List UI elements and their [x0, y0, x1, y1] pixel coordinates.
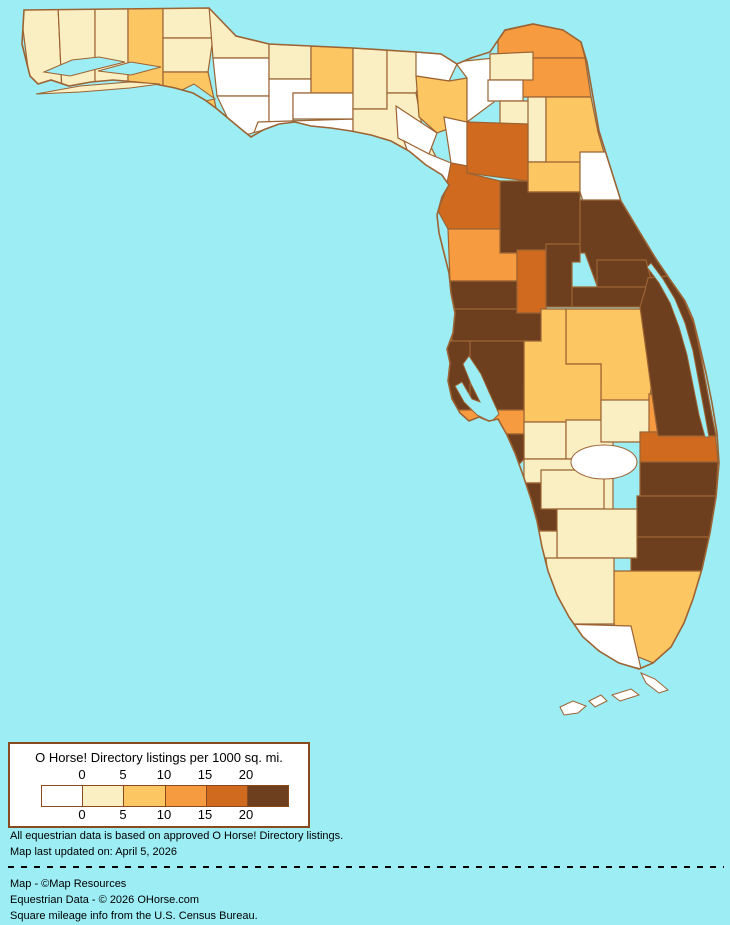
legend-tick: 15 [197, 767, 213, 782]
indian-river-lagoon [646, 262, 710, 438]
lake-okeechobee [570, 444, 638, 480]
legend-title: O Horse! Directory listings per 1000 sq.… [35, 750, 283, 765]
data-credit: Equestrian Data - © 2026 OHorse.com [10, 894, 200, 906]
county-union [487, 79, 524, 102]
county-hardee [523, 421, 567, 460]
county-putnam [527, 161, 581, 193]
legend-tick: 0 [78, 767, 86, 782]
keys-upper [639, 672, 670, 694]
census-credit: Square mileage info from the U.S. Census… [10, 910, 258, 922]
county-washington [162, 37, 214, 73]
county-palm-beach [636, 495, 717, 538]
county-st-johns [545, 96, 608, 164]
santa-rosa-island [35, 81, 161, 95]
county-clay [527, 96, 547, 163]
keys-lower [559, 700, 587, 716]
map-credit: Map - ©Map Resources [10, 878, 127, 890]
county-jackson [208, 8, 270, 59]
legend-swatch-10-15 [164, 786, 206, 806]
county-wakulla [292, 92, 354, 120]
pine-island-sound [506, 531, 529, 565]
state-outline [21, 7, 720, 670]
county-walton [127, 8, 164, 91]
legend-scale-top: 0 5 10 15 20 [10, 767, 308, 782]
county-franklin [249, 118, 354, 144]
legend-tick: 20 [238, 807, 254, 822]
legend-tick: 10 [156, 767, 172, 782]
tampa-bay [454, 355, 500, 423]
county-layer [22, 8, 719, 669]
legend-scale-bottom: 0 5 10 15 20 [10, 807, 308, 822]
county-sumter [516, 249, 547, 314]
dashed-divider [8, 866, 724, 868]
county-pasco [451, 308, 547, 342]
county-martin [639, 461, 719, 497]
county-gulf [216, 95, 270, 142]
county-monroe-mainland [559, 623, 642, 669]
legend-color-ramp [41, 785, 289, 807]
choctawhatchee-bay [97, 61, 162, 76]
legend: O Horse! Directory listings per 1000 sq.… [8, 742, 310, 828]
county-broward [630, 536, 712, 572]
legend-tick: 15 [197, 807, 213, 822]
data-source-note: All equestrian data is based on approved… [10, 830, 344, 842]
county-columbia [453, 57, 495, 124]
legend-swatch-5-10 [123, 786, 165, 806]
florida-choropleth-map [21, 7, 720, 716]
keys-small [588, 694, 608, 708]
county-santa-rosa [57, 8, 96, 93]
keys-middle [610, 688, 641, 702]
county-hendry [556, 508, 638, 559]
county-leon [310, 45, 354, 94]
legend-swatch-20-plus [246, 786, 289, 806]
county-escambia [22, 8, 63, 93]
legend-swatch-15-20 [205, 786, 247, 806]
county-marion [499, 180, 581, 254]
legend-tick: 5 [119, 807, 127, 822]
pensacola-bay [42, 56, 126, 77]
county-gilchrist [443, 116, 468, 167]
legend-tick: 10 [156, 807, 172, 822]
county-okaloosa [94, 8, 129, 91]
last-updated-note: Map last updated on: April 5, 2026 [10, 846, 177, 858]
legend-swatch-0 [42, 786, 83, 806]
county-gadsden [268, 43, 312, 80]
county-jefferson [352, 47, 388, 110]
legend-tick: 20 [238, 767, 254, 782]
county-baker [489, 51, 534, 81]
county-calhoun [212, 57, 270, 97]
county-holmes [162, 8, 214, 39]
sarasota-bay [491, 445, 515, 498]
legend-tick: 5 [119, 767, 127, 782]
county-hernando [449, 280, 518, 310]
county-alachua [466, 121, 529, 182]
legend-tick: 0 [78, 807, 86, 822]
county-seminole [596, 259, 654, 288]
legend-swatch-0-5 [82, 786, 124, 806]
